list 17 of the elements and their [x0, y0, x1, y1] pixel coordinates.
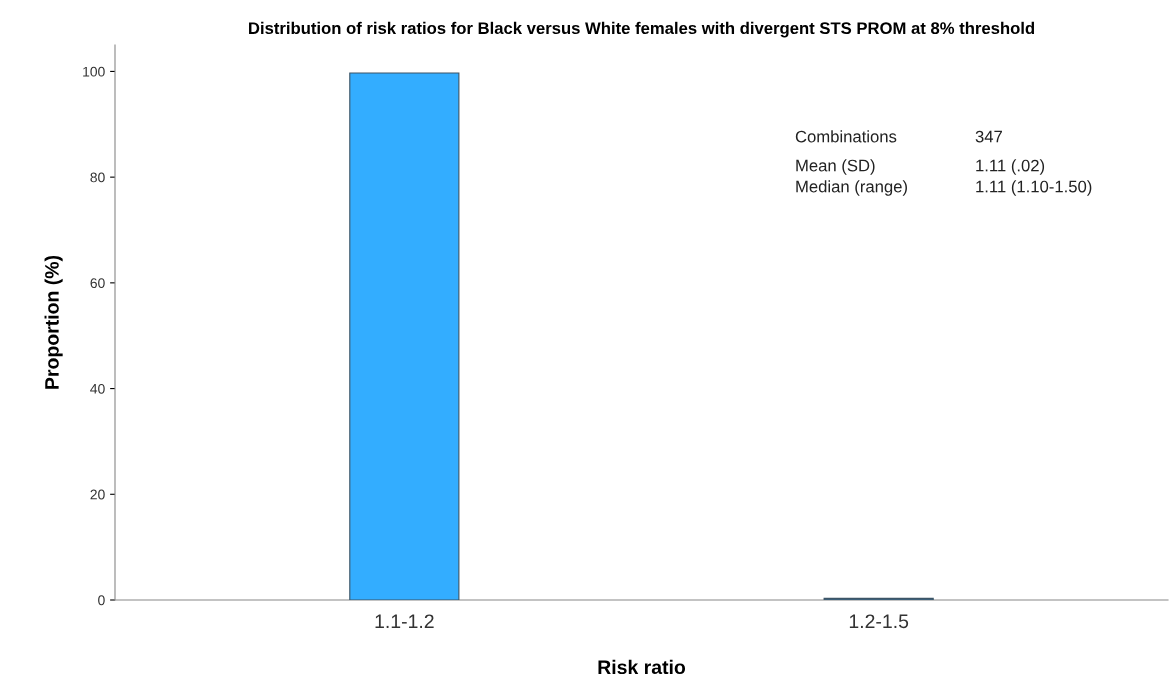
- y-tick-label: 80: [90, 172, 105, 183]
- annotation: Combinations: [795, 130, 897, 143]
- x-tick-label: 1.2-1.5: [849, 614, 909, 629]
- x-tick-label: 1.1-1.2: [375, 614, 434, 628]
- y-axis-title: Proportion (%): [44, 255, 63, 389]
- annotation: Median (range): [796, 180, 907, 196]
- y-tick-label: 20: [90, 489, 105, 500]
- y-tick-label: 60: [90, 278, 105, 289]
- annotation: Mean (SD): [796, 159, 875, 175]
- annotation: 1.11 (1.10-1.50): [976, 180, 1092, 196]
- y-tick-label: 100: [83, 66, 105, 77]
- y-tick-label: 0: [98, 595, 105, 606]
- annotation: 1.11 (.02): [976, 159, 1045, 175]
- y-tick-label: 40: [90, 383, 105, 394]
- chart-title: Distribution of risk ratios for Black versus White females with divergent STS PROM at 8% threshold: [249, 21, 1035, 38]
- x-axis-title: Risk ratio: [598, 659, 686, 675]
- annotation: 347: [975, 130, 1002, 143]
